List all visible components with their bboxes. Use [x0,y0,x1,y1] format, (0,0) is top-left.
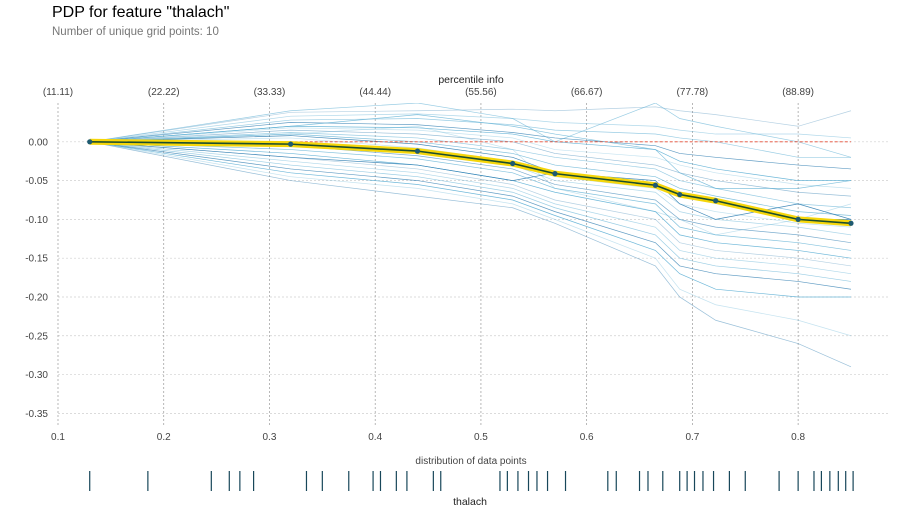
pdp-point [552,171,558,177]
pdp-point [288,141,294,147]
pdp-point [848,220,854,226]
ice-line [89,141,852,337]
x-axis-ticks: 0.1 0.2 0.3 0.4 0.5 0.6 0.7 0.8 [51,432,805,443]
ice-line [89,141,851,298]
ice-line [89,141,852,282]
ice-line [89,141,852,244]
pdp-point [713,198,719,204]
ice-line [89,141,852,259]
pdp-point [414,148,421,154]
x-axis-label: thalach [453,496,487,508]
pdp-point [510,160,516,167]
ice-line [89,132,852,209]
y-tick-label: -0.25 [25,331,48,342]
x-tick-label: 0.7 [685,432,699,443]
ice-lines [89,103,852,368]
ice-line [89,141,852,267]
y-tick-label: -0.15 [25,254,48,265]
ice-line [89,137,852,228]
ice-line [89,141,852,251]
chart-title: PDP for feature "thalach" [52,4,230,21]
percentile-tick-label: (44.44) [359,87,391,98]
x-tick-label: 0.6 [580,432,594,443]
pdp-line-highlight [89,138,852,227]
pdp-line [89,140,852,225]
ice-line [89,141,852,368]
ice-line [89,127,852,189]
ice-line [89,125,852,236]
percentile-tick-label: (66.67) [571,87,603,98]
x-tick-label: 0.2 [157,432,171,443]
y-tick-label: -0.30 [25,370,48,381]
x-tick-label: 0.5 [474,432,488,443]
y-tick-label: -0.10 [25,215,48,226]
y-tick-label: -0.35 [25,409,48,420]
grid-lines [57,103,888,425]
pdp-point [795,216,801,222]
y-axis-ticks: 0.00 -0.05 -0.10 -0.15 -0.20 -0.25 -0.30 -0.35 [25,137,48,420]
pdp-point [677,191,683,198]
y-tick-label: -0.20 [25,292,48,303]
pdp-line-group [87,138,854,227]
ice-line [89,106,852,143]
percentile-tick-label: (55.56) [465,87,497,98]
ice-line [89,141,852,275]
percentile-tick-label: (77.78) [677,87,709,98]
pdp-point [87,139,93,145]
ice-line [89,103,852,158]
y-tick-label: 0.00 [29,137,49,148]
x-tick-label: 0.8 [791,432,805,443]
percentile-tick-label: (11.11) [43,87,73,98]
ice-line [89,125,851,181]
ice-line [89,141,852,290]
ice-line [89,129,852,197]
percentile-tick-label: (22.22) [148,87,180,98]
chart-subtitle: Number of unique grid points: 10 [52,26,219,38]
x-tick-label: 0.4 [368,432,382,443]
y-tick-label: -0.05 [25,176,48,187]
distribution-label: distribution of data points [415,456,526,467]
pdp-point [652,182,658,188]
distribution-marks [89,471,854,491]
ice-line [89,133,852,216]
x-tick-label: 0.1 [51,432,65,443]
ice-line [89,118,851,158]
percentile-ticks: (11.11) (22.22) (33.33) (44.44) (55.56) (66.6… [43,87,814,98]
x-tick-label: 0.3 [263,432,277,443]
percentile-tick-label: (88.89) [782,87,814,98]
percentile-tick-label: (33.33) [254,87,286,98]
percentile-axis-label: percentile info [438,74,504,86]
